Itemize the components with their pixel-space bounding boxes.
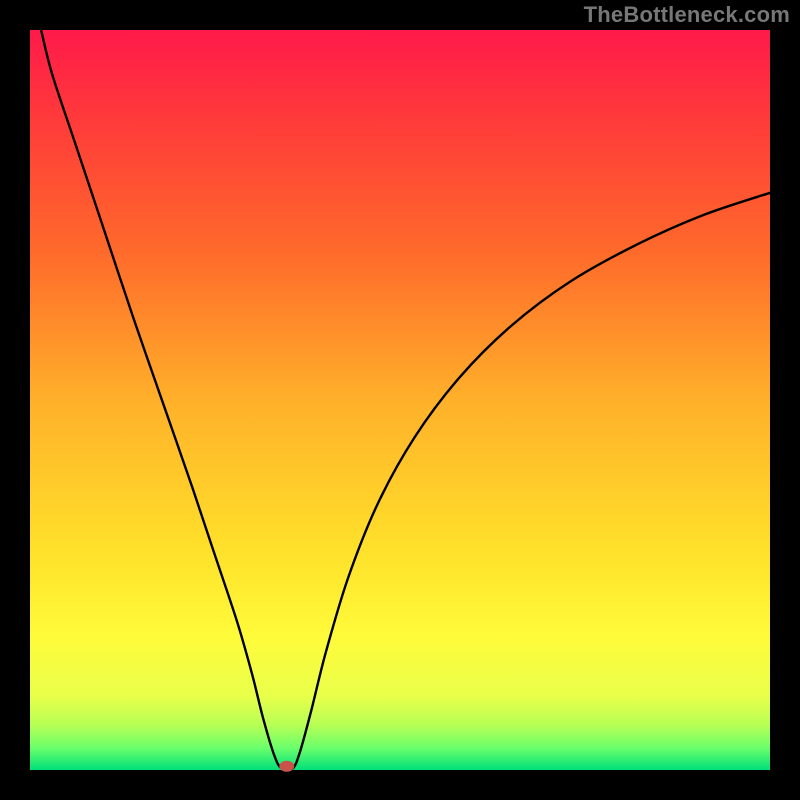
- chart-stage: TheBottleneck.com: [0, 0, 800, 800]
- bottleneck-chart: [0, 0, 800, 800]
- plot-background: [30, 30, 770, 770]
- watermark-text: TheBottleneck.com: [584, 2, 790, 28]
- minimum-marker: [280, 761, 294, 771]
